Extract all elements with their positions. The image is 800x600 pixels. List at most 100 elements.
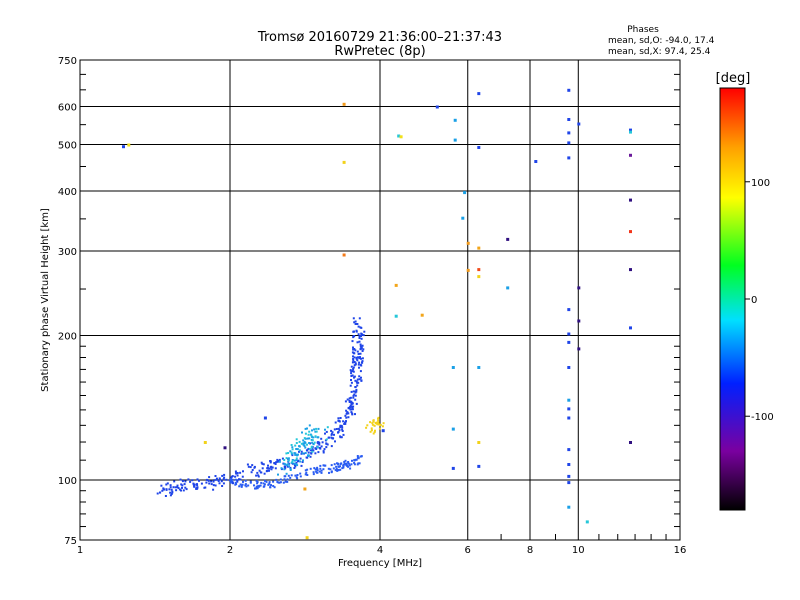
scatter-point [306, 443, 308, 446]
scatter-point [208, 482, 211, 485]
scatter-point [354, 363, 357, 366]
scatter-point [168, 488, 171, 491]
scatter-point [360, 364, 363, 367]
scatter-point [230, 476, 233, 479]
scatter-point [279, 481, 282, 484]
scatter-point [305, 536, 309, 540]
scatter-point [271, 466, 274, 469]
scatter-point [170, 488, 173, 491]
scatter-point [361, 350, 364, 352]
scatter-point [183, 483, 186, 486]
scatter-point [349, 396, 352, 399]
scatter-point [324, 432, 326, 435]
y-tick-label: 100 [58, 476, 77, 487]
scatter-point [477, 146, 481, 149]
scatter-point [353, 330, 356, 333]
scatter-point [239, 478, 242, 481]
scatter-point [318, 443, 321, 446]
scatter-point [295, 459, 298, 462]
scatter-point [326, 443, 329, 446]
scatter-point [567, 332, 571, 336]
scatter-point [352, 394, 355, 397]
scatter-point [283, 478, 286, 481]
scatter-point [420, 313, 424, 317]
scatter-point [629, 268, 632, 272]
scatter-point [234, 478, 237, 481]
scatter-point [349, 384, 352, 387]
scatter-point [567, 131, 571, 135]
scatter-point [304, 469, 307, 472]
scatter-point [313, 441, 316, 444]
scatter-point [241, 483, 244, 486]
scatter-point [363, 330, 366, 333]
scatter-point [295, 476, 298, 479]
scatter-point [337, 427, 340, 430]
scatter-point [361, 344, 364, 347]
scatter-point [303, 437, 306, 440]
scatter-point [477, 366, 481, 369]
scatter-point [354, 379, 357, 382]
scatter-point [289, 476, 292, 479]
scatter-point [353, 364, 356, 367]
scatter-point [280, 467, 283, 470]
scatter-point [315, 427, 318, 430]
scatter-point [308, 437, 311, 440]
scatter-point [342, 420, 345, 423]
scatter-point [175, 489, 178, 492]
scatter-point [567, 505, 571, 509]
scatter-point [345, 412, 348, 415]
scatter-point [181, 480, 184, 483]
scatter-point [279, 478, 282, 481]
scatter-point [339, 417, 342, 419]
scatter-point [354, 386, 357, 389]
scatter-point [295, 442, 298, 444]
scatter-point [309, 455, 312, 458]
scatter-point [293, 452, 296, 455]
x-tick-label: 4 [377, 545, 383, 556]
scatter-point [346, 398, 349, 401]
colorbar: [deg] 100 0 -100 [716, 71, 774, 511]
scatter-point [466, 241, 470, 245]
scatter-point [334, 421, 337, 424]
scatter-point [295, 453, 298, 456]
scatter-point [371, 422, 374, 425]
scatter-point [246, 463, 249, 466]
scatter-point [316, 446, 319, 449]
scatter-point [477, 441, 481, 444]
scatter-point [253, 466, 256, 469]
scatter-point [306, 449, 309, 452]
scatter-point [299, 457, 302, 460]
scatter-point [278, 458, 281, 461]
scatter-point [241, 475, 244, 478]
scatter-point [350, 463, 353, 466]
scatter-point [318, 446, 321, 449]
scatter-point [344, 400, 347, 403]
scatter-point [291, 446, 294, 449]
scatter-point [298, 450, 300, 453]
scatter-point [165, 488, 168, 491]
scatter-point [352, 396, 355, 399]
scatter-point [258, 469, 261, 472]
scatter-point [370, 427, 373, 430]
scatter-point [259, 484, 262, 487]
scatter-point [322, 468, 325, 471]
scatter-point [236, 472, 239, 474]
scatter-point [275, 478, 278, 481]
scatter-point [256, 482, 259, 485]
scatter-point [325, 430, 328, 433]
scatter-point [169, 494, 172, 497]
scatter-point [256, 471, 259, 474]
scatter-point [219, 478, 221, 481]
scatter-point [169, 486, 172, 489]
scatter-point [577, 122, 581, 126]
scatter-point [274, 463, 277, 465]
scatter-point [629, 130, 632, 134]
scatter-point [352, 317, 355, 320]
scatter-point [320, 437, 323, 440]
scatter-point [330, 432, 333, 435]
scatter-point [506, 237, 510, 241]
scatter-point [358, 340, 361, 343]
scatter-point [185, 488, 188, 491]
scatter-point [357, 363, 360, 366]
scatter-point [269, 486, 272, 489]
